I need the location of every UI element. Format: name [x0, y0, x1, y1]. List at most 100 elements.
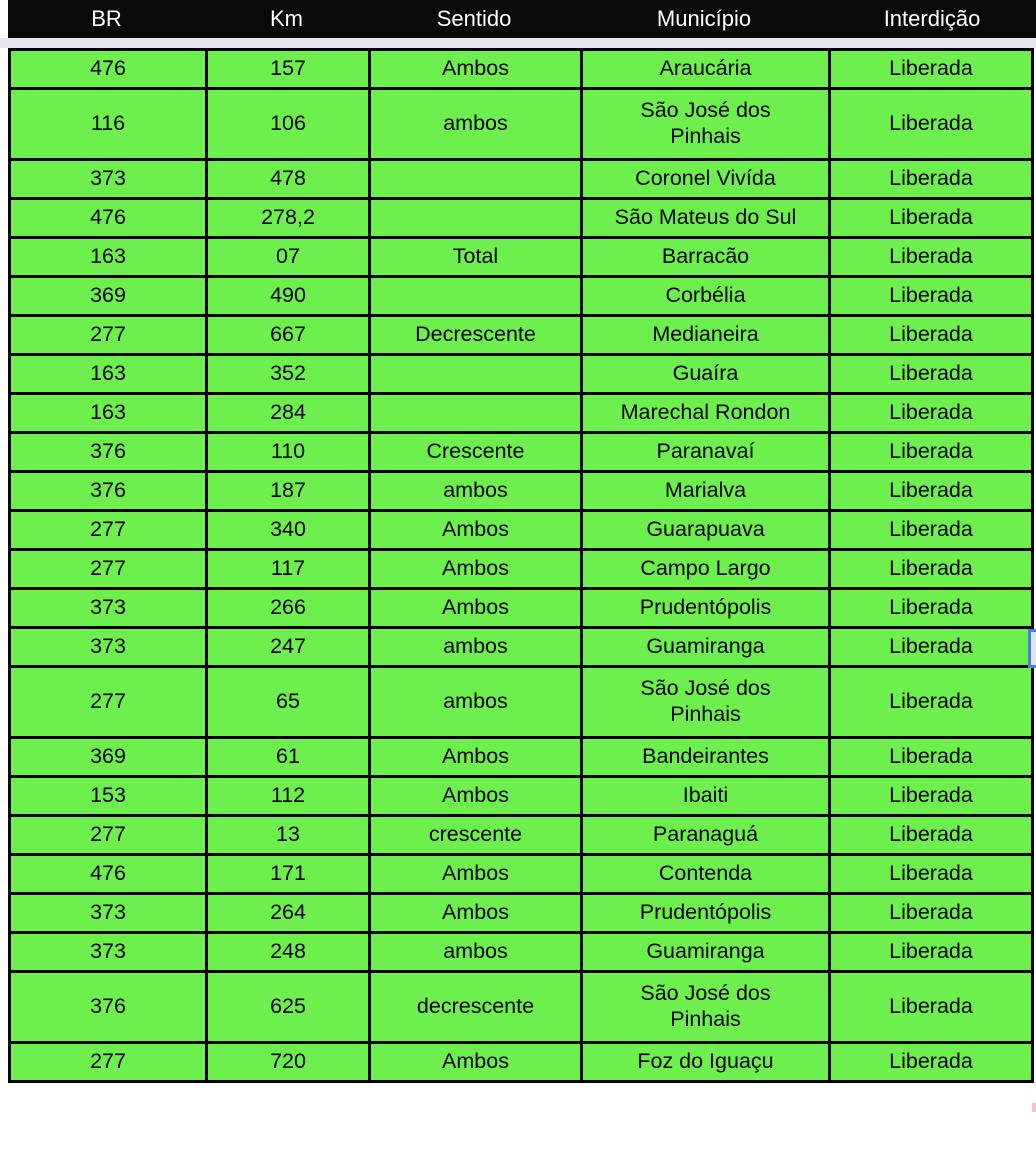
cell-municipio[interactable]: Contenda	[580, 853, 831, 895]
cell-interdicao[interactable]: Liberada	[828, 853, 1034, 895]
cell-br[interactable]: 277	[8, 814, 208, 856]
cell-interdicao[interactable]: Liberada	[828, 197, 1034, 239]
cell-sentido[interactable]: Ambos	[368, 736, 583, 778]
cell-sentido[interactable]: ambos	[368, 470, 583, 512]
cell-interdicao[interactable]: Liberada	[828, 665, 1034, 739]
cell-br[interactable]: 373	[8, 931, 208, 973]
cell-municipio[interactable]: Marechal Rondon	[580, 392, 831, 434]
cell-br[interactable]: 277	[8, 665, 208, 739]
cell-interdicao[interactable]: Liberada	[828, 509, 1034, 551]
cell-km[interactable]: 61	[205, 736, 371, 778]
cell-km[interactable]: 266	[205, 587, 371, 629]
cell-br[interactable]: 376	[8, 470, 208, 512]
cell-sentido[interactable]: ambos	[368, 665, 583, 739]
cell-interdicao[interactable]: Liberada	[828, 626, 1034, 668]
cell-interdicao[interactable]: Liberada	[828, 1041, 1034, 1083]
cell-sentido[interactable]	[368, 275, 583, 317]
cell-km[interactable]: 625	[205, 970, 371, 1044]
cell-municipio[interactable]: Paranavaí	[580, 431, 831, 473]
cell-br[interactable]: 116	[8, 87, 208, 161]
cell-km[interactable]: 106	[205, 87, 371, 161]
cell-br[interactable]: 277	[8, 314, 208, 356]
cell-interdicao[interactable]: Liberada	[828, 353, 1034, 395]
cell-br[interactable]: 373	[8, 892, 208, 934]
cell-br[interactable]: 369	[8, 736, 208, 778]
cell-sentido[interactable]: Ambos	[368, 48, 583, 90]
cell-interdicao[interactable]: Liberada	[828, 236, 1034, 278]
cell-interdicao[interactable]: Liberada	[828, 48, 1034, 90]
cell-br[interactable]: 163	[8, 353, 208, 395]
cell-km[interactable]: 278,2	[205, 197, 371, 239]
cell-sentido[interactable]: Ambos	[368, 548, 583, 590]
cell-municipio[interactable]: Medianeira	[580, 314, 831, 356]
cell-sentido[interactable]: crescente	[368, 814, 583, 856]
cell-interdicao[interactable]: Liberada	[828, 970, 1034, 1044]
cell-municipio[interactable]: Marialva	[580, 470, 831, 512]
cell-sentido[interactable]: Ambos	[368, 853, 583, 895]
cell-br[interactable]: 369	[8, 275, 208, 317]
cell-municipio[interactable]: Prudentópolis	[580, 587, 831, 629]
cell-sentido[interactable]: ambos	[368, 626, 583, 668]
cell-km[interactable]: 248	[205, 931, 371, 973]
cell-sentido[interactable]: Ambos	[368, 892, 583, 934]
cell-br[interactable]: 373	[8, 626, 208, 668]
cell-br[interactable]: 376	[8, 431, 208, 473]
cell-municipio[interactable]: Guaíra	[580, 353, 831, 395]
cell-km[interactable]: 340	[205, 509, 371, 551]
cell-br[interactable]: 376	[8, 970, 208, 1044]
cell-br[interactable]: 163	[8, 236, 208, 278]
cell-km[interactable]: 112	[205, 775, 371, 817]
cell-br[interactable]: 277	[8, 509, 208, 551]
cell-sentido[interactable]	[368, 392, 583, 434]
cell-km[interactable]: 284	[205, 392, 371, 434]
cell-municipio[interactable]: Barracão	[580, 236, 831, 278]
cell-br[interactable]: 163	[8, 392, 208, 434]
cell-sentido[interactable]: Ambos	[368, 1041, 583, 1083]
cell-interdicao[interactable]: Liberada	[828, 431, 1034, 473]
cell-km[interactable]: 13	[205, 814, 371, 856]
cell-sentido[interactable]: ambos	[368, 87, 583, 161]
cell-br[interactable]: 373	[8, 587, 208, 629]
cell-municipio[interactable]: São José dos Pinhais	[580, 665, 831, 739]
cell-interdicao[interactable]: Liberada	[828, 392, 1034, 434]
cell-municipio[interactable]: Foz do Iguaçu	[580, 1041, 831, 1083]
cell-municipio[interactable]: São José dos Pinhais	[580, 970, 831, 1044]
cell-interdicao[interactable]: Liberada	[828, 892, 1034, 934]
cell-km[interactable]: 352	[205, 353, 371, 395]
cell-municipio[interactable]: Bandeirantes	[580, 736, 831, 778]
cell-interdicao[interactable]: Liberada	[828, 158, 1034, 200]
cell-municipio[interactable]: Prudentópolis	[580, 892, 831, 934]
cell-municipio[interactable]: Paranaguá	[580, 814, 831, 856]
cell-br[interactable]: 373	[8, 158, 208, 200]
cell-sentido[interactable]: Ambos	[368, 509, 583, 551]
cell-interdicao[interactable]: Liberada	[828, 275, 1034, 317]
cell-municipio[interactable]: São José dos Pinhais	[580, 87, 831, 161]
cell-interdicao[interactable]: Liberada	[828, 736, 1034, 778]
cell-municipio[interactable]: Guarapuava	[580, 509, 831, 551]
cell-br[interactable]: 153	[8, 775, 208, 817]
cell-municipio[interactable]: Campo Largo	[580, 548, 831, 590]
cell-br[interactable]: 476	[8, 197, 208, 239]
cell-municipio[interactable]: Corbélia	[580, 275, 831, 317]
cell-km[interactable]: 117	[205, 548, 371, 590]
cell-sentido[interactable]: ambos	[368, 931, 583, 973]
cell-km[interactable]: 720	[205, 1041, 371, 1083]
cell-km[interactable]: 490	[205, 275, 371, 317]
cell-sentido[interactable]: decrescente	[368, 970, 583, 1044]
cell-municipio[interactable]: Coronel Vivída	[580, 158, 831, 200]
cell-interdicao[interactable]: Liberada	[828, 931, 1034, 973]
cell-km[interactable]: 157	[205, 48, 371, 90]
cell-sentido[interactable]	[368, 353, 583, 395]
cell-interdicao[interactable]: Liberada	[828, 470, 1034, 512]
cell-km[interactable]: 110	[205, 431, 371, 473]
cell-br[interactable]: 476	[8, 48, 208, 90]
cell-interdicao[interactable]: Liberada	[828, 814, 1034, 856]
cell-sentido[interactable]: Crescente	[368, 431, 583, 473]
cell-municipio[interactable]: Guamiranga	[580, 931, 831, 973]
cell-sentido[interactable]	[368, 158, 583, 200]
cell-km[interactable]: 07	[205, 236, 371, 278]
cell-km[interactable]: 247	[205, 626, 371, 668]
cell-km[interactable]: 171	[205, 853, 371, 895]
cell-interdicao[interactable]: Liberada	[828, 87, 1034, 161]
cell-br[interactable]: 476	[8, 853, 208, 895]
